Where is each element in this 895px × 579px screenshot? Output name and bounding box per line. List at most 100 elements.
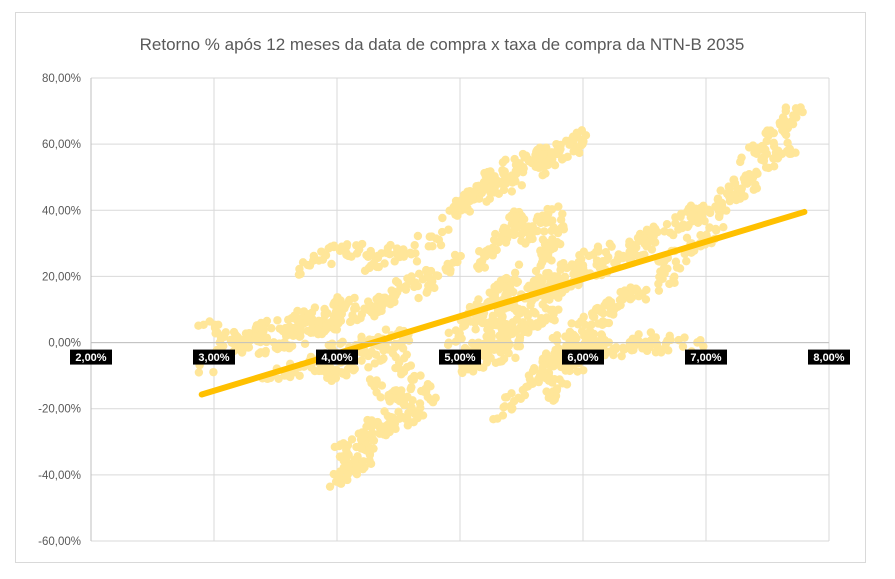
data-point <box>391 339 400 349</box>
data-point <box>634 330 643 339</box>
data-point <box>550 374 559 384</box>
data-point <box>408 396 417 405</box>
data-point <box>430 283 439 293</box>
data-point <box>609 350 618 360</box>
data-point <box>541 169 550 178</box>
data-point <box>479 339 488 349</box>
data-point <box>736 187 746 196</box>
data-point <box>485 320 495 330</box>
data-point <box>342 473 351 482</box>
data-point <box>351 302 360 311</box>
data-point <box>397 391 406 400</box>
data-point <box>391 386 401 395</box>
data-point <box>504 229 514 239</box>
data-point <box>386 421 396 430</box>
data-point <box>343 364 353 374</box>
data-point <box>499 282 509 291</box>
data-point <box>618 253 627 263</box>
data-point <box>306 328 316 338</box>
data-point <box>498 311 507 321</box>
data-point <box>518 149 528 159</box>
data-point <box>598 317 608 326</box>
data-point <box>325 482 335 491</box>
data-point <box>678 223 687 233</box>
data-point <box>367 434 377 444</box>
data-point <box>522 382 531 392</box>
data-point <box>508 329 517 339</box>
data-point <box>524 281 534 291</box>
data-point <box>612 343 621 352</box>
data-point <box>752 167 761 177</box>
data-point <box>335 246 345 255</box>
data-point <box>538 150 547 159</box>
data-point <box>552 385 561 395</box>
data-point <box>578 261 588 270</box>
data-point <box>391 363 400 373</box>
data-point <box>785 147 795 156</box>
data-point <box>513 342 522 351</box>
data-point <box>244 329 253 338</box>
data-point <box>428 277 437 286</box>
data-point <box>684 221 693 230</box>
data-point <box>400 282 409 292</box>
data-point <box>403 274 412 283</box>
data-point <box>500 402 510 411</box>
data-point <box>418 275 427 284</box>
data-point <box>590 312 599 322</box>
data-point <box>365 375 375 384</box>
data-point <box>227 337 236 346</box>
data-point <box>620 289 630 299</box>
data-point <box>498 411 508 420</box>
x-tick: 8,00% <box>808 349 850 365</box>
data-point <box>330 298 339 307</box>
data-point <box>536 246 545 255</box>
data-point <box>643 226 652 235</box>
data-point <box>656 348 666 357</box>
data-point <box>482 353 491 362</box>
data-point <box>214 320 223 329</box>
data-point <box>492 245 501 255</box>
data-point <box>531 266 541 276</box>
data-point <box>423 286 432 295</box>
x-tick-label-bg <box>439 349 481 365</box>
data-point <box>700 216 709 226</box>
data-point <box>751 180 760 189</box>
data-point <box>759 156 769 165</box>
data-point <box>330 442 340 452</box>
data-point <box>390 297 399 307</box>
data-point <box>433 271 443 281</box>
data-point <box>209 367 218 377</box>
data-point <box>642 346 652 356</box>
data-point <box>625 237 634 246</box>
data-point <box>509 397 519 406</box>
data-point <box>413 413 422 423</box>
data-point <box>554 202 563 211</box>
data-point <box>567 319 576 328</box>
data-point <box>653 227 662 237</box>
data-point <box>409 282 419 292</box>
chart-title: Retorno % após 12 meses da data de compr… <box>140 35 745 54</box>
data-point <box>579 366 588 375</box>
data-point <box>329 469 339 479</box>
data-point <box>705 208 715 218</box>
data-point <box>757 143 766 153</box>
data-point <box>425 232 434 241</box>
data-point <box>499 169 508 178</box>
data-point <box>687 210 696 219</box>
x-tick-label-bg <box>70 349 112 365</box>
data-point <box>280 343 289 352</box>
y-tick-label: 60,00% <box>42 139 81 151</box>
data-point <box>280 371 289 380</box>
trendline <box>198 208 808 398</box>
data-point <box>559 154 568 163</box>
data-point <box>377 381 387 390</box>
data-point <box>510 215 520 224</box>
data-point <box>740 174 749 183</box>
y-tick-label: -60,00% <box>38 536 81 548</box>
data-point <box>387 393 396 403</box>
data-point <box>450 202 459 211</box>
x-tick-label: 5,00% <box>444 352 475 364</box>
data-point <box>533 322 542 332</box>
data-point <box>459 363 468 372</box>
data-point <box>410 371 419 381</box>
